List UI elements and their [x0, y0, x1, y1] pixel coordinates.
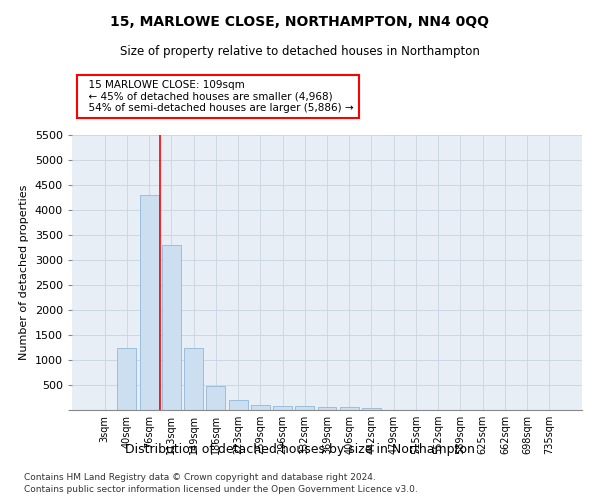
Bar	[273, 406, 292, 410]
Y-axis label: Number of detached properties: Number of detached properties	[19, 185, 29, 360]
Bar	[140, 195, 158, 410]
Text: 15 MARLOWE CLOSE: 109sqm
  ← 45% of detached houses are smaller (4,968)
  54% of: 15 MARLOWE CLOSE: 109sqm ← 45% of detach…	[82, 80, 354, 113]
Bar	[118, 348, 136, 410]
Bar	[184, 348, 203, 410]
Bar	[162, 245, 181, 410]
Text: Contains HM Land Registry data © Crown copyright and database right 2024.: Contains HM Land Registry data © Crown c…	[24, 473, 376, 482]
Bar	[206, 386, 225, 410]
Bar	[251, 405, 270, 410]
Bar	[295, 406, 314, 410]
Bar	[229, 400, 248, 410]
Bar	[362, 408, 381, 410]
Text: 15, MARLOWE CLOSE, NORTHAMPTON, NN4 0QQ: 15, MARLOWE CLOSE, NORTHAMPTON, NN4 0QQ	[110, 15, 490, 29]
Bar	[317, 407, 337, 410]
Text: Contains public sector information licensed under the Open Government Licence v3: Contains public sector information licen…	[24, 486, 418, 494]
Text: Size of property relative to detached houses in Northampton: Size of property relative to detached ho…	[120, 45, 480, 58]
Bar	[340, 407, 359, 410]
Text: Distribution of detached houses by size in Northampton: Distribution of detached houses by size …	[125, 444, 475, 456]
